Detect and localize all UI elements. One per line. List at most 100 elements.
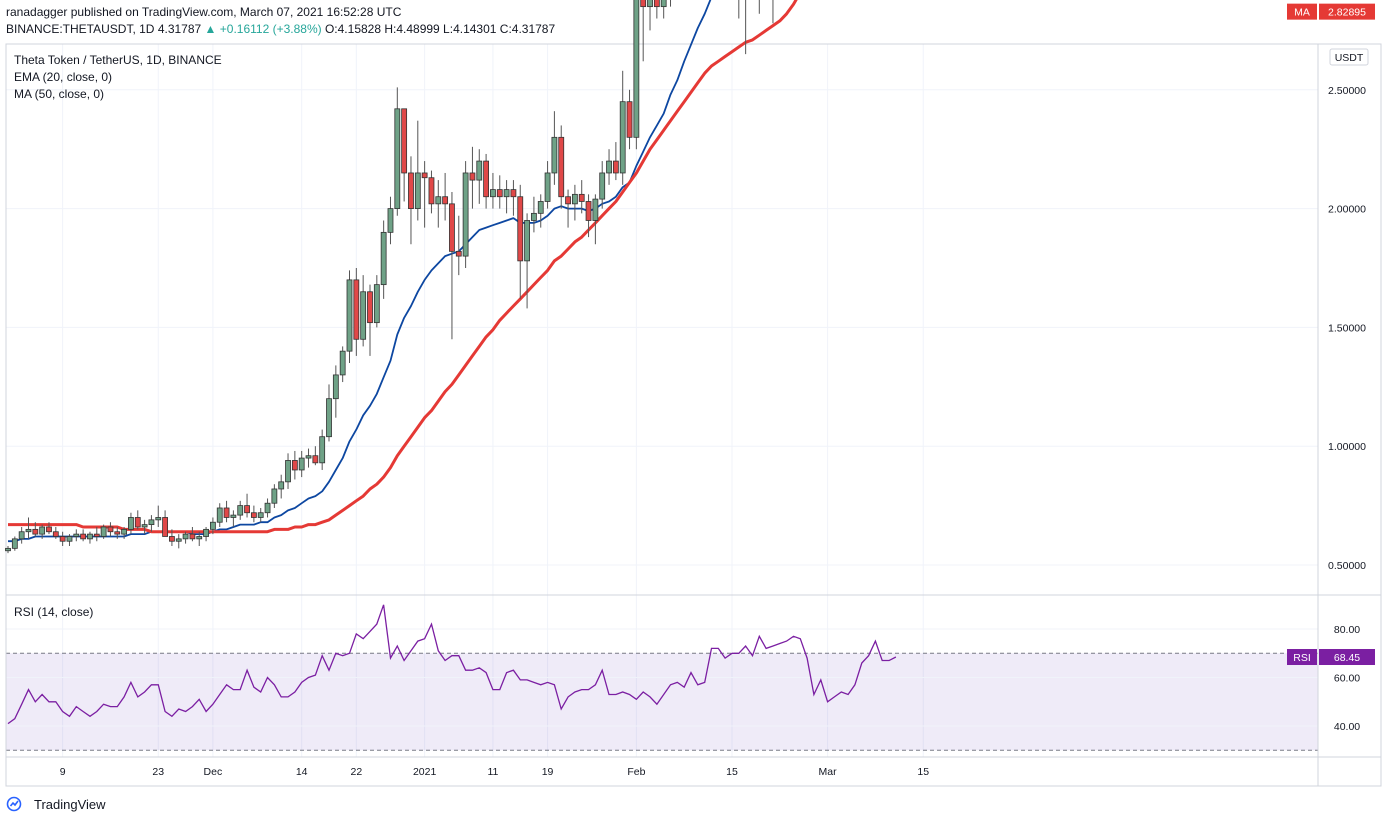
- candle-body: [531, 212, 537, 221]
- legend-ma[interactable]: MA (50, close, 0): [14, 87, 105, 101]
- candle-down: [250, 505, 257, 523]
- candle-down: [162, 510, 168, 537]
- candle-down: [169, 529, 175, 546]
- candle-body: [408, 172, 414, 210]
- candle-down: [558, 125, 565, 209]
- candle-up: [380, 220, 387, 299]
- candle-body: [578, 193, 585, 202]
- candle-up: [531, 196, 537, 233]
- candle-body: [312, 455, 319, 464]
- candle-body: [73, 533, 80, 537]
- x-tick-label: 9: [60, 766, 66, 778]
- x-tick-label: 19: [542, 766, 554, 778]
- tradingview-brand[interactable]: TradingView: [6, 796, 106, 812]
- candle-up: [394, 87, 401, 216]
- symbol: BINANCE:THETAUSDT, 1D: [6, 22, 155, 36]
- currency-box: [1329, 48, 1369, 66]
- candle-up: [216, 503, 223, 527]
- rsi-tag-label-box: [1287, 649, 1317, 666]
- x-tick-label: 15: [917, 766, 929, 778]
- rsi-tick-label: 60.00: [1334, 673, 1360, 685]
- candle-body: [59, 536, 66, 542]
- candle-down: [626, 89, 633, 150]
- candle-body: [510, 189, 517, 198]
- x-tick-label: 11: [487, 766, 498, 778]
- candle-body: [449, 203, 455, 252]
- candle-up: [435, 180, 442, 228]
- candle-body: [216, 507, 223, 523]
- candle-up: [373, 275, 380, 328]
- legend-ema[interactable]: EMA (20, close, 0): [14, 70, 113, 84]
- candle-down: [59, 531, 66, 546]
- candle-body: [483, 160, 490, 198]
- candle-down: [134, 510, 141, 530]
- y-tick-label: 2.50000: [1328, 85, 1366, 97]
- candle-body: [401, 108, 408, 174]
- candle-down: [455, 215, 462, 276]
- candle-body: [339, 350, 346, 376]
- candle-body: [380, 231, 387, 286]
- ma-tag: MA 2.82895: [1287, 3, 1375, 20]
- candle-body: [305, 455, 312, 459]
- x-tick-label: 14: [296, 766, 308, 778]
- candle-up: [141, 519, 148, 535]
- candle-body: [476, 160, 483, 181]
- candle-body: [387, 208, 394, 233]
- candle-down: [612, 142, 619, 181]
- candle-body: [647, 0, 653, 8]
- change: ▲ +0.16112 (+3.88%): [204, 22, 322, 36]
- candle-up: [196, 531, 203, 546]
- ema-line: [8, 0, 712, 543]
- candle-up: [544, 161, 551, 209]
- candle-up: [285, 453, 291, 489]
- candle-up: [87, 531, 93, 544]
- candle-body: [46, 526, 52, 533]
- candle-body: [565, 196, 571, 205]
- candle-up: [476, 149, 483, 204]
- candle-down: [408, 156, 414, 245]
- candle-body: [319, 436, 326, 464]
- rsi-tag-value: 68.45: [1334, 652, 1360, 664]
- candle-body: [346, 279, 353, 352]
- candle-up: [503, 180, 510, 214]
- candle-body: [455, 250, 462, 257]
- x-tick-label: Mar: [819, 766, 838, 778]
- y-tick-label: 0.50000: [1328, 560, 1366, 572]
- ma-tag-label-box: [1287, 3, 1317, 20]
- candle-body: [121, 528, 128, 535]
- candle-body: [189, 533, 196, 540]
- candle-body: [653, 0, 660, 8]
- candle-up: [537, 194, 544, 228]
- candle-up: [346, 270, 353, 364]
- candle-down: [189, 526, 196, 542]
- candle-up: [647, 0, 653, 31]
- candle-up: [264, 498, 271, 518]
- candle-body: [490, 189, 496, 198]
- candle-body: [626, 101, 633, 138]
- candle-body: [32, 528, 39, 535]
- candle-body: [442, 196, 449, 205]
- candle-up: [278, 474, 285, 499]
- candle-body: [421, 172, 428, 179]
- candle-down: [653, 0, 660, 19]
- candle-up: [203, 526, 209, 542]
- candle-down: [772, 0, 774, 24]
- rsi-pane: [6, 596, 1318, 757]
- legend-rsi[interactable]: RSI (14, close): [14, 605, 94, 619]
- candle-up: [592, 194, 599, 245]
- candle-body: [544, 172, 551, 202]
- candle-down: [401, 108, 408, 202]
- candle-body: [203, 528, 209, 537]
- candle-down: [442, 172, 449, 221]
- candle-up: [121, 526, 128, 539]
- candle-down: [483, 153, 490, 209]
- candle-up: [5, 545, 11, 554]
- candle-up: [551, 111, 558, 185]
- ma-line: [8, 0, 798, 534]
- candle-body: [435, 196, 442, 205]
- candle-body: [87, 533, 93, 540]
- candle-down: [244, 493, 250, 518]
- candle-up: [271, 484, 278, 508]
- candle-body: [11, 538, 18, 549]
